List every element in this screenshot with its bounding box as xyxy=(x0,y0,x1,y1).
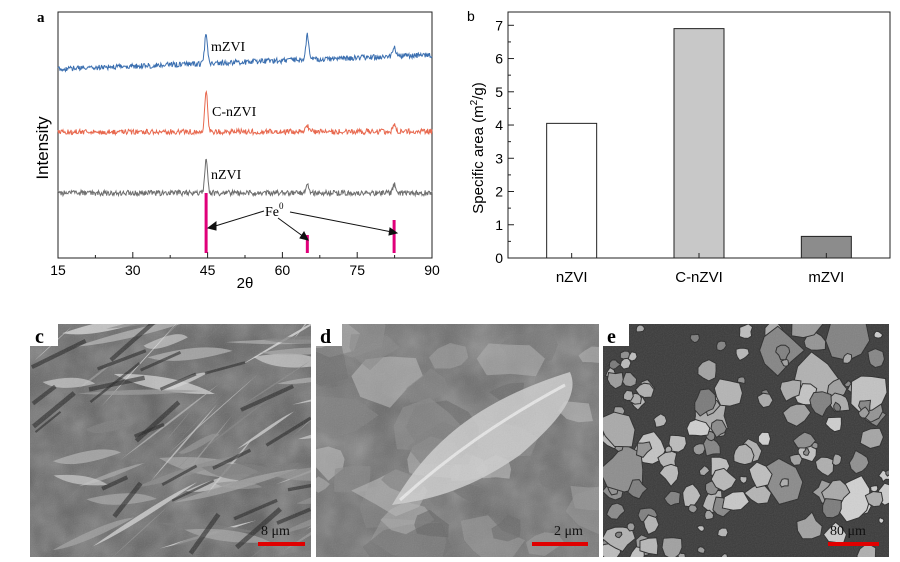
x-tick-label: 45 xyxy=(200,262,216,278)
x-tick-label: mZVI xyxy=(808,269,844,286)
y-tick-label: 7 xyxy=(495,17,503,33)
fe0-annotation: Fe0 xyxy=(265,201,284,220)
bar-chart: b 0 1 2 3 4 5 6 7 nZVI C-nZVI mZVI Specific area … xyxy=(467,8,891,286)
panel-letter-a: a xyxy=(37,10,45,26)
letter-box-c xyxy=(30,324,58,346)
xrd-series-group xyxy=(57,32,433,198)
bar-x-axis: nZVI C-nZVI mZVI xyxy=(556,253,844,286)
x-tick-label: 15 xyxy=(50,262,66,278)
arrowhead-icon xyxy=(299,231,309,241)
fe0-arrow-45 xyxy=(211,210,265,228)
panel-letter-c: c xyxy=(35,326,44,348)
x-tick-label: C-nZVI xyxy=(675,269,723,286)
ylabel-superscript: 2 xyxy=(469,99,480,105)
sem-image-e xyxy=(603,324,889,557)
y-tick-label: 1 xyxy=(495,217,503,233)
letter-box-d xyxy=(316,324,342,346)
arrowhead-icon xyxy=(388,227,399,236)
fe0-arrows xyxy=(206,210,399,241)
scale-bar-d xyxy=(532,542,588,546)
scale-bar-label-e: 80 μm xyxy=(830,524,866,539)
xrd-x-axis: 15 30 45 60 75 90 xyxy=(50,252,440,278)
x-tick-label: 60 xyxy=(275,262,291,278)
x-tick-label: 90 xyxy=(424,262,440,278)
xrd-series-line xyxy=(57,32,433,73)
panel-letter-b: b xyxy=(467,8,475,24)
scale-bar-label-c: 8 μm xyxy=(261,524,290,539)
ylabel-part-3: /g) xyxy=(470,82,487,100)
xrd-series-line xyxy=(57,90,433,137)
x-tick-label: 75 xyxy=(349,262,365,278)
flake xyxy=(49,557,153,562)
fe0-arrow-65 xyxy=(277,217,305,238)
xrd-x-axis-label: 2θ xyxy=(237,275,254,292)
y-tick-label: 5 xyxy=(495,84,503,100)
sem-image-d xyxy=(316,324,599,557)
xrd-chart: a 15 30 45 60 75 90 2θ Intensity mZVI C-nZVI … xyxy=(33,10,440,292)
scale-bar-c xyxy=(258,542,305,546)
xrd-series-line xyxy=(57,158,433,198)
panel-letter-e: e xyxy=(607,326,616,348)
scale-bar-e xyxy=(828,542,879,546)
y-tick-label: 3 xyxy=(495,150,503,166)
y-tick-label: 6 xyxy=(495,51,503,67)
fe0-annotation-superscript: 0 xyxy=(279,201,284,211)
sem-image-c xyxy=(30,324,311,562)
fe0-annotation-text: Fe xyxy=(265,205,279,220)
y-tick-label: 2 xyxy=(495,184,503,200)
x-tick-label: nZVI xyxy=(556,269,588,286)
arrowhead-icon xyxy=(206,221,217,231)
bar-nzvi xyxy=(546,122,598,259)
scale-bar-label-d: 2 μm xyxy=(554,524,583,539)
series-label-nzvi: nZVI xyxy=(211,168,242,183)
panel-letter-d: d xyxy=(320,326,331,348)
series-label-c-nzvi: C-nZVI xyxy=(212,105,257,120)
x-tick-label: 30 xyxy=(125,262,141,278)
y-tick-label: 4 xyxy=(495,117,503,133)
series-label-mzvi: mZVI xyxy=(211,40,246,55)
bar-y-axis: 0 1 2 3 4 5 6 7 xyxy=(495,17,514,266)
bar-c-nzvi xyxy=(673,28,725,259)
bar-y-axis-label: Specific area (m2/g) xyxy=(469,82,487,213)
y-tick-label: 0 xyxy=(495,250,503,266)
bar-series xyxy=(546,28,852,259)
xrd-y-axis-label: Intensity xyxy=(33,116,52,180)
letter-box-e xyxy=(603,324,629,346)
ylabel-part-1: Specific area (m xyxy=(470,105,487,213)
fe0-reference-group xyxy=(204,193,396,253)
fe0-arrow-82 xyxy=(289,211,393,233)
